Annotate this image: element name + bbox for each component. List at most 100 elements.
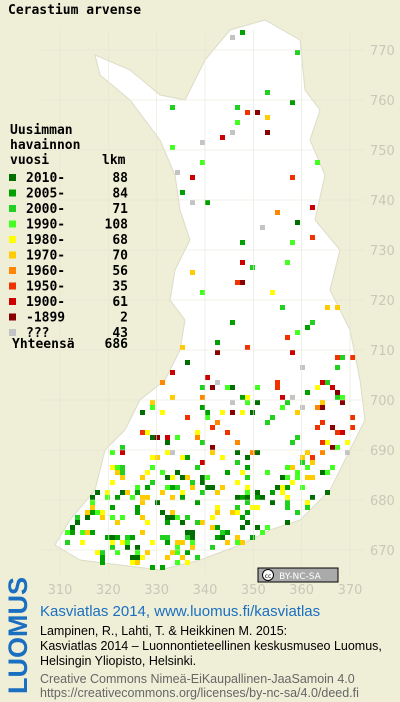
square [285, 400, 290, 405]
square [320, 440, 325, 445]
square [255, 490, 260, 495]
square [205, 415, 210, 420]
square [165, 515, 170, 520]
legend-swatch [9, 251, 16, 259]
square [145, 520, 150, 525]
square [320, 450, 325, 455]
svg-text:cc: cc [265, 573, 272, 580]
square [235, 505, 240, 510]
y-tick-label: 700 [370, 394, 395, 409]
square [110, 535, 115, 540]
square [290, 440, 295, 445]
square [265, 130, 270, 135]
cc-badge: cc BY-NC-SA [257, 567, 339, 583]
square [200, 160, 205, 165]
square [180, 455, 185, 460]
legend-total-label: Yhteensä [12, 337, 75, 352]
square [255, 525, 260, 530]
y-tick-label: 690 [370, 444, 395, 459]
square [270, 490, 275, 495]
x-tick-label: 320 [96, 583, 121, 598]
x-tick-label: 330 [144, 583, 169, 598]
square [185, 455, 190, 460]
square [130, 495, 135, 500]
square [120, 540, 125, 545]
square [235, 510, 240, 515]
square [295, 410, 300, 415]
square [100, 515, 105, 520]
y-tick-label: 730 [370, 244, 395, 259]
square [350, 425, 355, 430]
square [140, 500, 145, 505]
square [105, 490, 110, 495]
square [220, 535, 225, 540]
square [195, 520, 200, 525]
square [240, 395, 245, 400]
square [190, 485, 195, 490]
square [170, 475, 175, 480]
square [150, 455, 155, 460]
square [150, 435, 155, 440]
square [305, 450, 310, 455]
square [155, 455, 160, 460]
square [285, 335, 290, 340]
legend-label: 1970- [26, 249, 65, 264]
legend-label: -1899 [26, 311, 65, 326]
atlas-link: Kasviatlas 2014, www.luomus.fi/kasviatla… [40, 603, 320, 620]
square [125, 535, 130, 540]
square [195, 500, 200, 505]
square [185, 535, 190, 540]
square [335, 445, 340, 450]
square [150, 400, 155, 405]
square [135, 510, 140, 515]
square [310, 495, 315, 500]
square [210, 545, 215, 550]
square [130, 560, 135, 565]
square [230, 385, 235, 390]
square [125, 540, 130, 545]
square [315, 160, 320, 165]
square [155, 435, 160, 440]
square [180, 190, 185, 195]
square [180, 345, 185, 350]
square [190, 540, 195, 545]
square [160, 510, 165, 515]
square [185, 515, 190, 520]
square [115, 465, 120, 470]
square [85, 510, 90, 515]
square [295, 330, 300, 335]
license: Creative Commons Nimeä-EiKaupallinen-Jaa… [40, 672, 355, 686]
square [135, 555, 140, 560]
square [240, 260, 245, 265]
square [145, 550, 150, 555]
square [120, 475, 125, 480]
square [130, 555, 135, 560]
square [150, 480, 155, 485]
square [105, 495, 110, 500]
square [170, 515, 175, 520]
legend-count: 84 [112, 187, 128, 202]
square [270, 290, 275, 295]
y-tick-label: 680 [370, 494, 395, 509]
square [230, 400, 235, 405]
square [185, 560, 190, 565]
square [295, 475, 300, 480]
square [240, 410, 245, 415]
square [255, 495, 260, 500]
square [330, 445, 335, 450]
square [250, 450, 255, 455]
square [175, 540, 180, 545]
square [340, 395, 345, 400]
square [180, 555, 185, 560]
legend-count: 56 [112, 264, 128, 279]
square [290, 175, 295, 180]
square [310, 475, 315, 480]
square [220, 135, 225, 140]
square [245, 345, 250, 350]
square [280, 305, 285, 310]
square [175, 485, 180, 490]
square [195, 430, 200, 435]
square [255, 385, 260, 390]
square [240, 515, 245, 520]
square [305, 475, 310, 480]
